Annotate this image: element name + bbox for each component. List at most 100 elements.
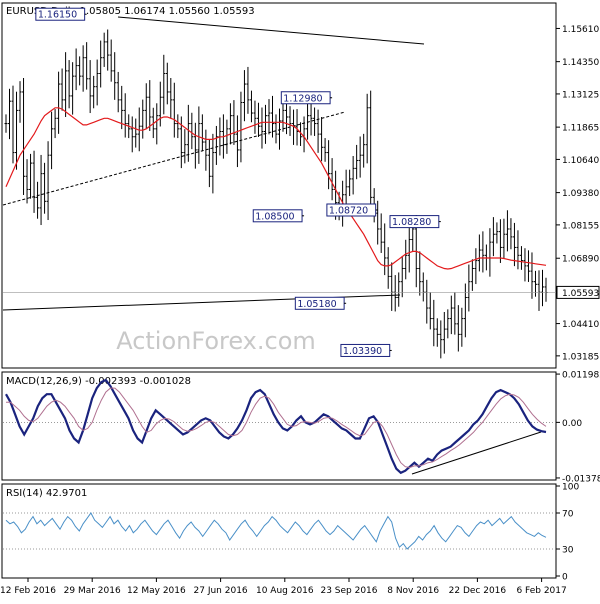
price-bar [172, 82, 176, 138]
price-bar [123, 93, 127, 138]
price-bar [155, 103, 159, 145]
price-bar [274, 114, 278, 144]
price-tick-label: 1.04410 [562, 320, 599, 330]
dashed-trendline [2, 111, 346, 206]
price-bar [523, 248, 527, 282]
price-annotation-label: 1.16150 [38, 10, 77, 21]
price-bar [74, 48, 78, 91]
price-tick-label: 1.13125 [562, 90, 599, 100]
price-bar [22, 77, 26, 195]
price-bar [239, 91, 243, 163]
price-annotation-box [294, 296, 345, 310]
macd-trendline [411, 431, 542, 475]
price-annotation-label: 1.03390 [343, 346, 382, 357]
price-bar [348, 169, 352, 197]
price-bar [376, 200, 380, 245]
price-bar [505, 210, 509, 252]
price-tick-label: 1.09380 [562, 189, 599, 199]
rsi-panel-title: RSI(14) 42.9701 [6, 488, 87, 499]
price-bar [456, 305, 460, 352]
price-bar [316, 109, 320, 153]
price-bar [53, 109, 57, 139]
price-panel-title: EURUSD,Daily 1.05805 1.06174 1.05560 1.0… [6, 6, 255, 17]
price-bar [295, 109, 299, 146]
current-price-box [556, 285, 600, 299]
price-bar [183, 129, 187, 164]
price-bar [78, 56, 82, 86]
price-bar [453, 292, 457, 335]
rsi-tick-label: 100 [562, 483, 579, 493]
price-bar [130, 116, 134, 153]
price-bar [64, 52, 68, 117]
price-annotations: 1.16150 1.12980 1.08500 1.08720 1.05180 1.082… [35, 7, 441, 357]
price-bar [214, 125, 218, 165]
price-bar [109, 39, 113, 82]
price-bar [253, 100, 257, 134]
price-bar [404, 239, 408, 280]
price-bar [165, 62, 169, 105]
price-bar [442, 311, 446, 354]
price-bar [176, 114, 180, 139]
price-bar [67, 60, 71, 109]
price-annotation-label: 1.08280 [392, 217, 431, 228]
price-bar [481, 231, 485, 273]
price-bar [432, 299, 436, 347]
macd-tick-label: -0.013788 [562, 474, 600, 484]
price-y-axis: 1.15610 1.14350 1.13125 1.11865 1.10640 1.093… [3, 25, 600, 362]
price-bar [449, 295, 453, 335]
price-bar [137, 107, 141, 152]
price-bar [200, 114, 204, 152]
price-bar [519, 246, 523, 270]
price-bar [323, 138, 327, 162]
price-bar [267, 99, 271, 135]
price-bar [313, 107, 317, 136]
price-bar [242, 70, 246, 122]
date-tick-label: 6 Feb 2017 [516, 586, 566, 596]
price-bar [379, 213, 383, 253]
price-bar [362, 133, 366, 168]
macd-tick-label: 0.011982 [562, 371, 600, 381]
price-annotation-label: 1.08720 [329, 206, 368, 217]
date-tick-label: 10 Aug 2016 [256, 586, 314, 596]
price-bar [386, 247, 390, 289]
price-bar [530, 252, 534, 299]
price-bar [278, 108, 282, 150]
price-bar [211, 133, 215, 194]
price-bar [232, 100, 236, 145]
price-annotation-label: 1.05180 [297, 299, 336, 310]
rsi-tick-label: 70 [562, 510, 574, 520]
price-bar [509, 218, 513, 250]
price-bar [106, 29, 110, 71]
price-bar [330, 158, 334, 201]
price-bar [99, 40, 103, 88]
price-bar [95, 59, 99, 106]
date-tick-label: 23 Sep 2016 [320, 586, 377, 596]
price-bar [113, 52, 117, 100]
price-bar [25, 159, 29, 204]
price-bar [435, 318, 439, 347]
price-bar [400, 256, 404, 298]
date-x-axis: 12 Feb 2016 29 Mar 2016 12 May 2016 27 Jun … [0, 578, 567, 596]
price-bar [228, 103, 232, 145]
price-tick-label: 1.03185 [562, 352, 599, 362]
moving-average-line [5, 107, 547, 270]
date-tick-label: 29 Mar 2016 [64, 586, 121, 596]
price-bar [162, 54, 166, 115]
price-bar [358, 136, 362, 178]
price-annotation-box [389, 215, 440, 229]
price-bar [148, 80, 152, 131]
price-bar [134, 118, 138, 148]
price-bar [260, 107, 264, 149]
rsi-group: 100 70 30 0 [3, 483, 579, 583]
price-bar [207, 139, 211, 188]
price-bar [169, 77, 173, 119]
macd-panel-frame [1, 371, 557, 481]
price-bar [197, 106, 201, 164]
macd-line [5, 378, 547, 475]
rsi-tick-label: 30 [562, 546, 574, 556]
price-bar [351, 155, 355, 195]
price-bar [36, 181, 40, 219]
price-bar [32, 150, 36, 213]
price-bar [39, 154, 43, 226]
